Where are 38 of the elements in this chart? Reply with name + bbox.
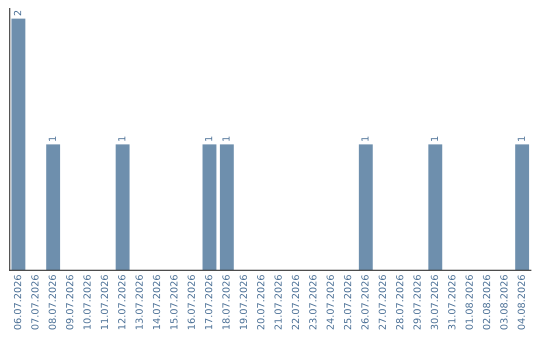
x-tick-label: 22.07.2026 bbox=[292, 275, 300, 330]
x-tick-label: 25.07.2026 bbox=[344, 275, 352, 330]
x-tick-label: 18.07.2026 bbox=[222, 275, 230, 330]
x-tick-label: 24.07.2026 bbox=[326, 275, 334, 330]
data-label: 1 bbox=[430, 136, 438, 141]
data-label: 1 bbox=[205, 136, 212, 141]
data-label: 1 bbox=[222, 136, 230, 141]
x-tick-label: 16.07.2026 bbox=[188, 275, 195, 330]
x-tick-label: 13.07.2026 bbox=[135, 275, 143, 330]
x-tick-label: 31.07.2026 bbox=[448, 275, 456, 330]
x-tick-label: 03.08.2026 bbox=[500, 275, 508, 330]
x-tick-label: 10.07.2026 bbox=[83, 275, 91, 330]
x-tick-label: 29.07.2026 bbox=[413, 275, 421, 330]
x-tick-label: 09.07.2026 bbox=[66, 275, 74, 330]
data-label: 1 bbox=[48, 136, 56, 141]
x-tick-label: 30.07.2026 bbox=[430, 275, 438, 330]
x-tick-label: 20.07.2026 bbox=[257, 275, 264, 330]
x-tick-label: 04.08.2026 bbox=[518, 275, 525, 330]
x-tick-label: 26.07.2026 bbox=[361, 275, 369, 330]
x-tick-label: 02.08.2026 bbox=[482, 275, 490, 330]
data-label: 2 bbox=[14, 10, 22, 16]
x-tick-label: 15.07.2026 bbox=[170, 275, 178, 330]
x-tick-label: 14.07.2026 bbox=[152, 275, 160, 330]
x-tick-label: 07.07.2026 bbox=[31, 275, 39, 330]
x-tick-label: 11.07.2026 bbox=[100, 275, 108, 330]
x-tick-label: 01.08.2026 bbox=[465, 275, 473, 330]
data-label: 1 bbox=[518, 136, 525, 141]
x-tick-label: 12.07.2026 bbox=[118, 275, 126, 330]
data-label: 1 bbox=[118, 136, 126, 141]
x-tick-label: 27.07.2026 bbox=[378, 275, 386, 330]
data-label: 1 bbox=[361, 136, 368, 141]
x-tick-label: 19.07.2026 bbox=[240, 275, 248, 330]
x-tick-label: 28.07.2026 bbox=[396, 275, 404, 330]
x-tick-label: 23.07.2026 bbox=[309, 275, 317, 330]
x-tick-label: 17.07.2026 bbox=[204, 275, 212, 330]
x-tick-label: 21.07.2026 bbox=[274, 275, 282, 330]
x-tick-label: 08.07.2026 bbox=[48, 275, 56, 330]
x-tick-label: 06.07.2026 bbox=[14, 275, 22, 330]
